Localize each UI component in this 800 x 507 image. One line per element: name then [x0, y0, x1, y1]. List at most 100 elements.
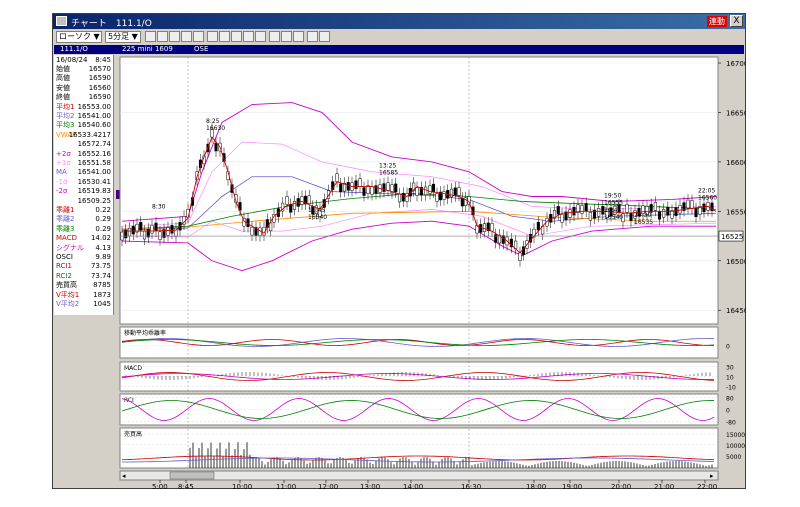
candle-body — [401, 193, 405, 202]
sub-pane-title: RCI — [124, 397, 134, 404]
candle-body — [633, 210, 637, 219]
candle-body — [386, 182, 390, 191]
panel-datetime: 16/08/24 8:45 — [56, 56, 111, 64]
panel-value: 16560 — [88, 83, 111, 92]
candle-body — [135, 223, 139, 233]
x-tick-label: 20:00 — [611, 483, 631, 489]
panel-label: 安値 — [56, 83, 70, 92]
sub-tick-label: 10 — [726, 375, 734, 382]
window-title: チャート 111.1/O — [71, 19, 152, 29]
scale-tool-icon[interactable] — [243, 31, 254, 42]
grid-tool-icon[interactable] — [207, 31, 218, 42]
panel-row: 売買高 8785 — [56, 281, 111, 289]
candle-body — [428, 185, 432, 194]
close-button[interactable]: X — [730, 15, 743, 27]
panel-value: 16509.25 — [77, 196, 111, 205]
contract-name: 225 mini 1609 — [122, 45, 173, 53]
volume-avg2-line — [121, 457, 715, 463]
x-tick-label: 16:30 — [461, 483, 481, 489]
title-bar[interactable]: チャート 111.1/O 連動 X — [53, 14, 745, 29]
candle-body — [686, 199, 690, 209]
candle-body — [142, 230, 147, 240]
candle-body — [222, 153, 226, 162]
annotation-time: 20:30 — [634, 212, 651, 219]
panel-value: 1045 — [93, 300, 111, 308]
candle-body — [230, 184, 234, 193]
sub-tick-label: 0 — [726, 408, 730, 415]
marker-tool-icon[interactable] — [255, 31, 266, 42]
annotation-price: 16540 — [604, 214, 623, 221]
candle-body — [682, 202, 686, 211]
panel-label: -1σ — [56, 177, 68, 186]
candle-body — [657, 211, 662, 220]
x-tick-label: 5:00 — [152, 483, 168, 489]
settings-tool-icon[interactable] — [319, 31, 330, 42]
bar-chart-tool-icon[interactable] — [181, 31, 192, 42]
candle-body — [702, 203, 706, 213]
panel-value: 73.75 — [90, 262, 111, 271]
candle-body — [592, 210, 597, 219]
bollinger-lower1-line — [121, 209, 717, 238]
candle-body — [382, 183, 386, 192]
annotation-price: 16585 — [379, 170, 398, 177]
crosshair-tool-icon[interactable] — [145, 31, 156, 42]
candle-body — [568, 209, 572, 218]
candle-body — [362, 187, 366, 196]
candle-body — [254, 227, 258, 236]
candle-body — [597, 208, 601, 217]
panel-row: -2σ 16519.83 — [56, 187, 111, 195]
pointer-tool-icon[interactable] — [293, 31, 304, 42]
candle-body — [674, 207, 678, 216]
candle-body — [281, 202, 285, 212]
x-tick-label: 14:00 — [403, 483, 423, 489]
candle-body — [415, 187, 419, 196]
x-tick-label: 12:00 — [318, 483, 338, 489]
line-tool-icon[interactable] — [219, 31, 230, 42]
table-tool-icon[interactable] — [231, 31, 242, 42]
eraser-tool-icon[interactable] — [281, 31, 292, 42]
panel-row: RCI2 73.74 — [56, 272, 111, 280]
y-tick-label: 16550 — [726, 208, 746, 216]
chart-type-select[interactable]: ローソク ▼ — [56, 31, 102, 43]
panel-row: 平均1 16553.00 — [56, 103, 111, 111]
panel-label: RCI1 — [56, 262, 72, 271]
candle-body — [394, 183, 398, 193]
candle-body — [490, 222, 494, 232]
candle-body — [486, 222, 490, 232]
panel-row: 16509.25 — [56, 197, 111, 205]
open-marker-label: 8:30 — [152, 203, 166, 210]
panel-row: 平均3 16540.60 — [56, 121, 111, 129]
sub-pane-title: 移動平均乖離率 — [124, 329, 166, 337]
panel-value: 0.29 — [95, 224, 111, 233]
link-button[interactable]: 連動 — [707, 16, 727, 27]
panel-value: 0.22 — [95, 206, 111, 214]
panel-label: VWAP — [56, 130, 77, 139]
candle-body — [625, 204, 629, 213]
pencil-tool-icon[interactable] — [269, 31, 280, 42]
panel-value: 8785 — [93, 281, 111, 290]
search-tool-icon[interactable] — [307, 31, 318, 42]
volume-avg1-line — [121, 455, 715, 461]
candle-body — [438, 191, 443, 201]
candle-body — [605, 209, 609, 218]
zoom-out-tool-icon[interactable] — [169, 31, 180, 42]
indicator-tool-icon[interactable] — [193, 31, 204, 42]
candle-body — [431, 183, 436, 193]
chart-canvas[interactable]: ◂ ▸ 16700 16650 16600 16550 16500 16450 16525 8:3… — [52, 13, 746, 489]
candle-body — [536, 221, 540, 231]
annotation-time: 22:05 — [698, 187, 715, 194]
candle-body — [358, 178, 362, 187]
candle-body — [170, 225, 174, 234]
interval-select[interactable]: 5分足 ▼ — [105, 31, 141, 43]
candle-body — [318, 208, 322, 217]
zoom-in-tool-icon[interactable] — [157, 31, 168, 42]
candle-body — [131, 225, 135, 235]
candle-body — [127, 227, 132, 237]
main-pane — [119, 56, 719, 325]
candle-body — [182, 216, 186, 225]
panel-label: 売買高 — [56, 281, 77, 290]
candle-body — [613, 205, 617, 215]
info-bar: 111.1/O 225 mini 1609 OSE — [54, 45, 744, 54]
panel-label: 乖離3 — [56, 224, 75, 233]
candle-body — [150, 224, 154, 234]
